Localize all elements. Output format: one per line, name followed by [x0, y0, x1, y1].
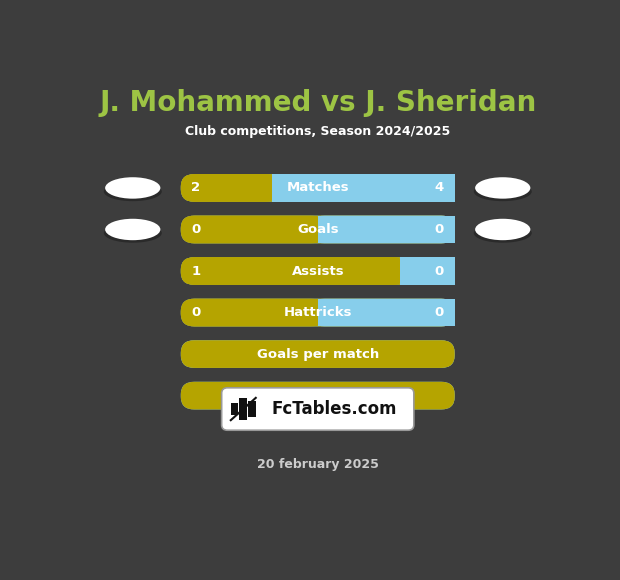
- FancyBboxPatch shape: [181, 299, 324, 327]
- Bar: [272, 174, 281, 202]
- Text: FcTables.com: FcTables.com: [272, 400, 397, 418]
- Ellipse shape: [105, 219, 161, 240]
- Bar: [248, 401, 256, 417]
- Text: Min per goal: Min per goal: [271, 389, 365, 402]
- FancyBboxPatch shape: [222, 388, 414, 430]
- Ellipse shape: [104, 223, 162, 242]
- FancyBboxPatch shape: [181, 216, 454, 244]
- FancyBboxPatch shape: [181, 216, 324, 244]
- Ellipse shape: [475, 177, 530, 199]
- Text: J. Mohammed vs J. Sheridan: J. Mohammed vs J. Sheridan: [99, 89, 536, 117]
- Text: Goals per match: Goals per match: [257, 347, 379, 361]
- FancyBboxPatch shape: [181, 257, 407, 285]
- FancyBboxPatch shape: [181, 174, 454, 202]
- FancyBboxPatch shape: [181, 340, 454, 368]
- FancyBboxPatch shape: [311, 216, 454, 244]
- Text: Assists: Assists: [291, 264, 344, 277]
- FancyBboxPatch shape: [181, 216, 454, 244]
- Text: 4: 4: [435, 182, 444, 194]
- FancyBboxPatch shape: [181, 257, 454, 285]
- Bar: [317, 299, 327, 327]
- FancyBboxPatch shape: [181, 174, 454, 202]
- Text: Goals: Goals: [297, 223, 339, 236]
- Ellipse shape: [104, 182, 162, 201]
- Bar: [317, 299, 454, 327]
- FancyBboxPatch shape: [181, 299, 454, 327]
- Text: 0: 0: [192, 223, 201, 236]
- Text: 0: 0: [435, 223, 444, 236]
- Ellipse shape: [474, 182, 532, 201]
- FancyBboxPatch shape: [393, 257, 454, 285]
- Ellipse shape: [105, 177, 161, 199]
- FancyBboxPatch shape: [181, 257, 454, 285]
- Text: 1: 1: [192, 264, 200, 277]
- Bar: [239, 398, 247, 420]
- FancyBboxPatch shape: [311, 299, 454, 327]
- Text: 2: 2: [192, 182, 200, 194]
- Bar: [317, 216, 454, 244]
- Text: 0: 0: [192, 306, 201, 319]
- Ellipse shape: [474, 223, 532, 242]
- FancyBboxPatch shape: [181, 382, 454, 409]
- FancyBboxPatch shape: [181, 299, 454, 327]
- Ellipse shape: [475, 219, 530, 240]
- FancyBboxPatch shape: [181, 382, 454, 409]
- Text: 0: 0: [435, 264, 444, 277]
- Bar: [400, 257, 454, 285]
- FancyBboxPatch shape: [181, 340, 454, 368]
- Bar: [400, 257, 409, 285]
- Bar: [272, 174, 454, 202]
- Bar: [231, 403, 239, 415]
- Text: Hattricks: Hattricks: [283, 306, 352, 319]
- Text: 0: 0: [435, 306, 444, 319]
- Text: Matches: Matches: [286, 182, 349, 194]
- Text: Club competitions, Season 2024/2025: Club competitions, Season 2024/2025: [185, 125, 450, 137]
- FancyBboxPatch shape: [265, 174, 454, 202]
- FancyBboxPatch shape: [181, 174, 279, 202]
- Text: 20 february 2025: 20 february 2025: [257, 458, 379, 472]
- Bar: [317, 216, 327, 244]
